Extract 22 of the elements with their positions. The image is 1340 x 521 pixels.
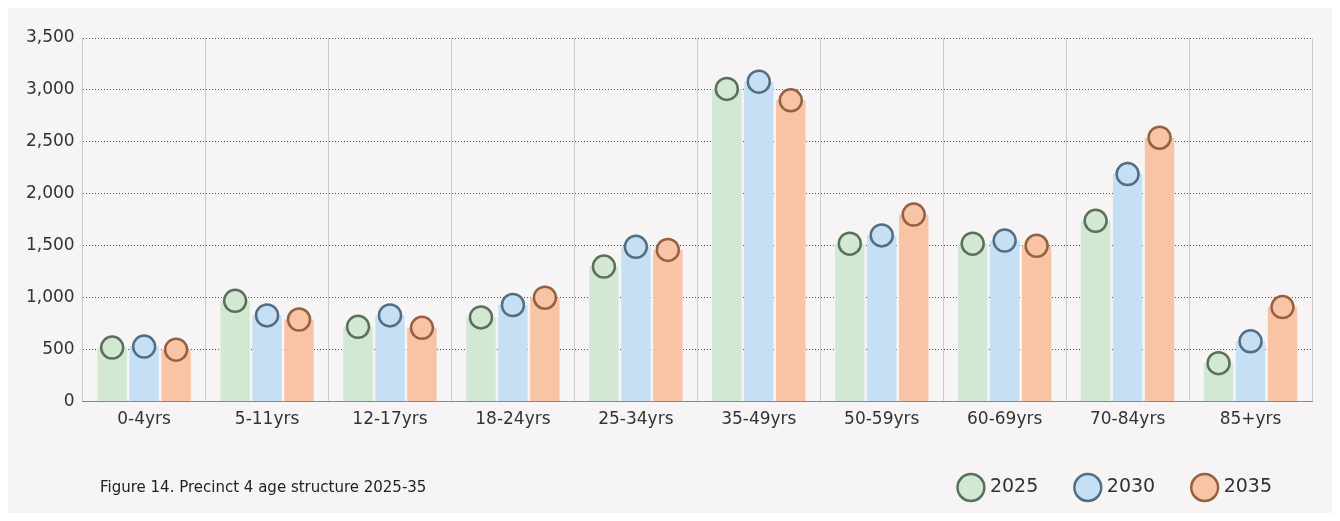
legend-label: 2030 [1106,474,1156,497]
legend-label: 2025 [989,474,1039,497]
x-tick-label: 0-4yrs [117,408,172,429]
x-tick-label: 5-11yrs [234,408,300,429]
y-tick-label: 3,500 [26,26,75,47]
x-tick-label: 25-34yrs [598,408,674,429]
caption: Figure 14. Precinct 4 age structure 2025-35 [100,477,427,496]
y-tick-label: 1,000 [26,286,75,307]
x-tick-label: 50-59yrs [844,408,920,429]
x-tick-label: 35-49yrs [721,408,797,429]
x-tick-label: 70-84yrs [1089,408,1166,429]
y-tick-label: 0 [63,390,75,411]
x-tick-label: 85+yrs [1219,408,1282,429]
y-tick-label: 3,000 [26,78,75,99]
x-tick-label: 12-17yrs [352,408,428,429]
y-tick-label: 2,500 [26,130,75,151]
legend-label: 2035 [1223,474,1273,497]
x-tick-label: 18-24yrs [475,408,551,429]
y-tick-label: 2,000 [26,182,75,203]
x-tick-label: 60-69yrs [967,408,1043,429]
y-tick-label: 500 [42,338,75,359]
y-tick-label: 1,500 [26,234,75,255]
